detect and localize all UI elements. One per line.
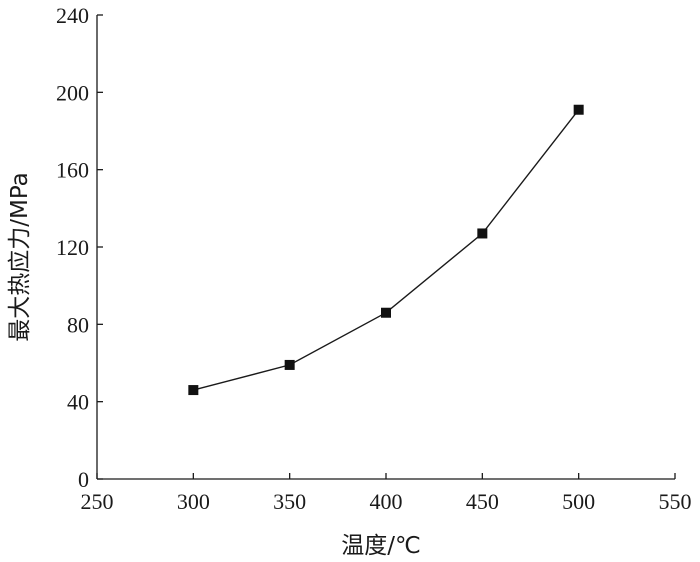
series-line xyxy=(193,109,580,391)
x-ticks: 250 300 350 400 450 500 550 xyxy=(81,473,692,514)
data-point-marker xyxy=(573,104,584,115)
y-axis-title: 最大热应力/MPa xyxy=(7,172,33,342)
series-group xyxy=(188,104,584,396)
data-point-marker xyxy=(188,385,199,396)
data-point-marker xyxy=(284,359,295,370)
x-tick-label: 350 xyxy=(273,489,306,514)
y-tick-label: 120 xyxy=(56,235,89,260)
y-tick-label: 40 xyxy=(67,390,89,415)
y-tick-label: 80 xyxy=(67,312,89,337)
y-tick-label: 240 xyxy=(56,3,89,28)
x-tick-label: 300 xyxy=(177,489,210,514)
y-tick-label: 200 xyxy=(56,80,89,105)
x-tick-label: 400 xyxy=(370,489,403,514)
y-tick-label: 0 xyxy=(78,467,89,492)
x-tick-label: 250 xyxy=(81,489,114,514)
x-axis-title: 温度/℃ xyxy=(341,533,421,559)
x-tick-label: 550 xyxy=(659,489,692,514)
y-ticks: 0 40 80 120 160 200 240 xyxy=(56,3,103,492)
y-tick-label: 160 xyxy=(56,158,89,183)
data-point-marker xyxy=(381,307,391,318)
x-tick-label: 500 xyxy=(562,489,595,514)
axes xyxy=(96,15,675,480)
data-point-marker xyxy=(477,228,488,239)
x-tick-label: 450 xyxy=(466,489,499,514)
